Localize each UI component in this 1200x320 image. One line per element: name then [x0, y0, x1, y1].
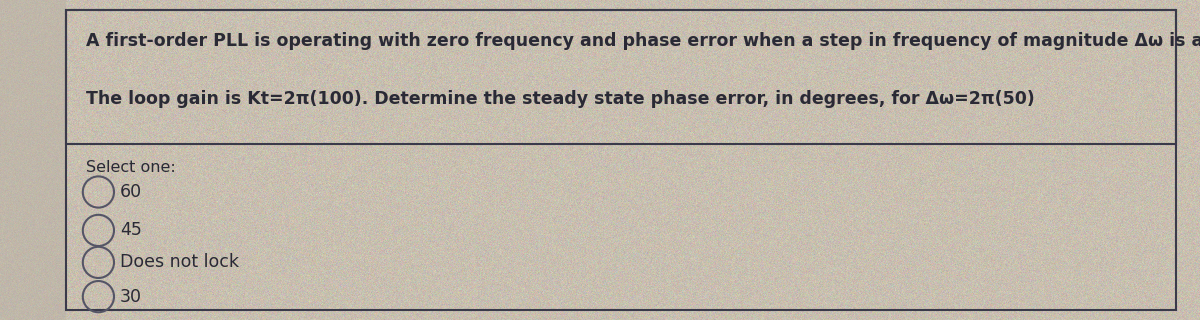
Text: Does not lock: Does not lock	[120, 253, 239, 271]
Text: 45: 45	[120, 221, 142, 239]
Text: 60: 60	[120, 183, 142, 201]
Text: Select one:: Select one:	[86, 160, 176, 175]
Text: A first-order PLL is operating with zero frequency and phase error when a step i: A first-order PLL is operating with zero…	[86, 32, 1200, 50]
Text: The loop gain is Kt=2π(100). Determine the steady state phase error, in degrees,: The loop gain is Kt=2π(100). Determine t…	[86, 90, 1036, 108]
FancyBboxPatch shape	[0, 0, 66, 320]
Text: 30: 30	[120, 288, 142, 306]
